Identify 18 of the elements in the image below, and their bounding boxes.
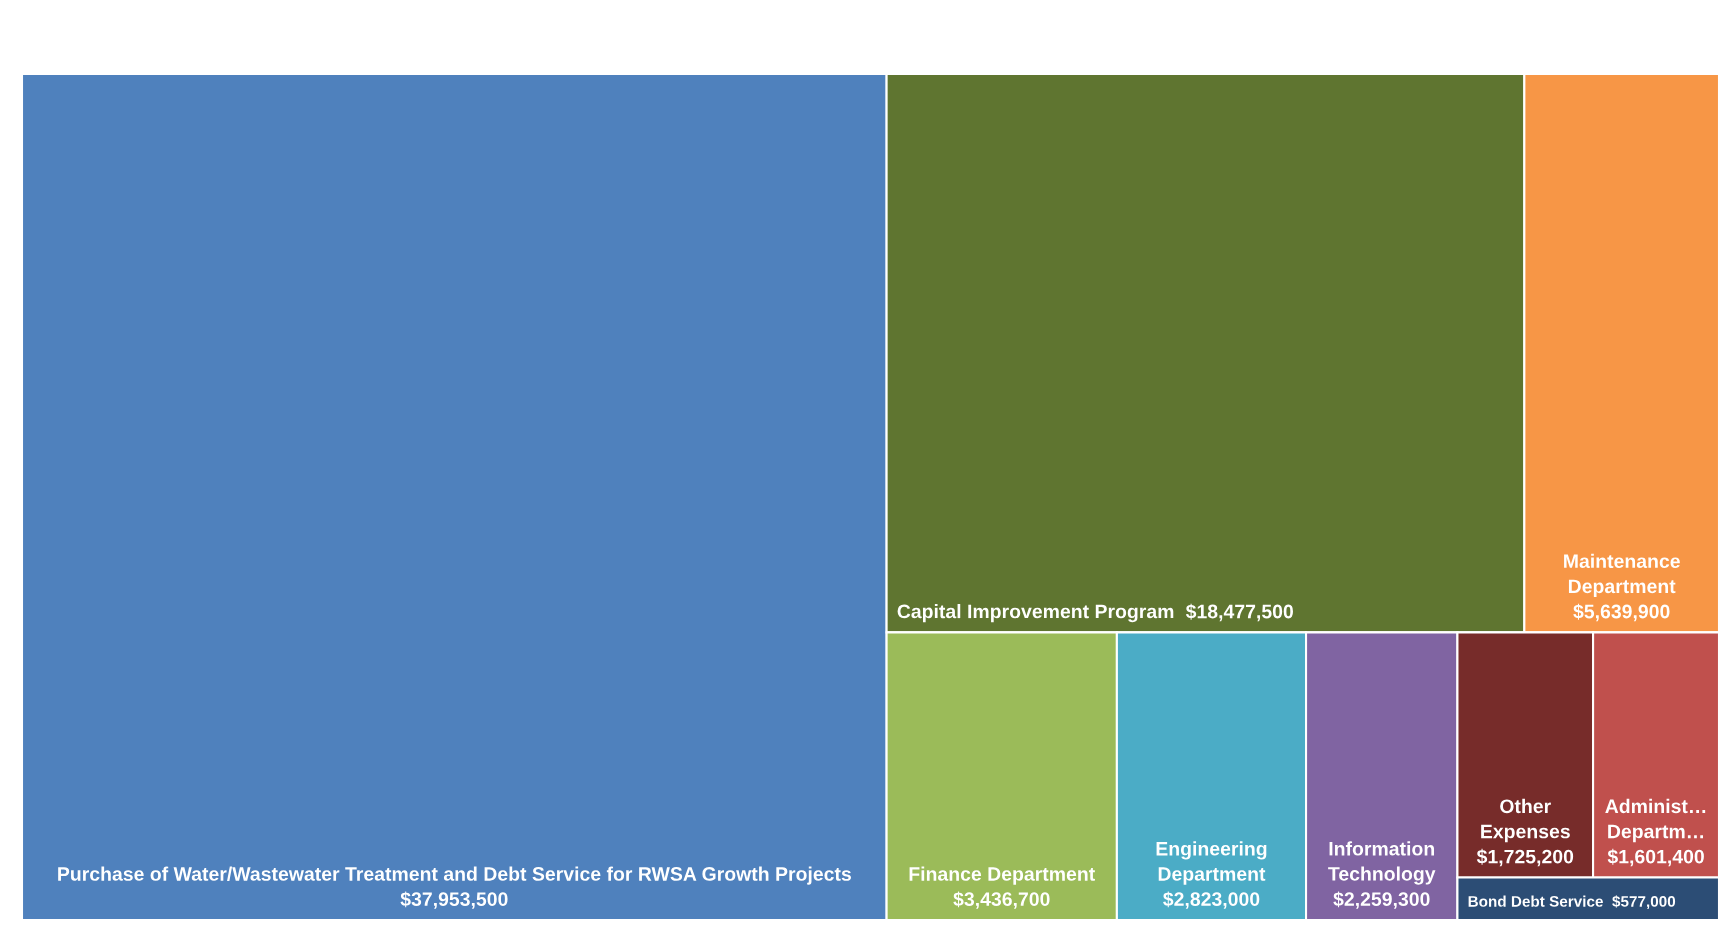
data-label: $2,259,300 <box>1333 891 1430 909</box>
category-label: Information Technology <box>1328 841 1436 885</box>
category-label: Engineering Department <box>1156 841 1267 885</box>
category-label: Capital Improvement Program <box>897 604 1174 623</box>
category-label: Purchase of Water/Wastewater Treatment and Debt Service for RWSA Growth Projects <box>58 866 851 885</box>
data-label: $2,823,000 <box>1163 891 1260 909</box>
data-label: $577,000 <box>1612 895 1676 910</box>
data-label: $18,477,500 <box>1185 603 1293 622</box>
data-label: $1,601,400 <box>1607 848 1704 867</box>
category-label: Administ… Departm… <box>1605 798 1706 843</box>
data-label: $1,725,200 <box>1476 848 1574 867</box>
category-label: Bond Debt Service <box>1468 895 1603 907</box>
data-label: $3,436,700 <box>953 891 1050 909</box>
category-label: Finance Department <box>909 866 1095 885</box>
category-label: Other Expenses <box>1481 798 1570 843</box>
data-label: $5,639,900 <box>1573 603 1670 622</box>
category-label: Maintenance Department <box>1564 553 1680 598</box>
data-label: $37,953,500 <box>400 891 508 909</box>
